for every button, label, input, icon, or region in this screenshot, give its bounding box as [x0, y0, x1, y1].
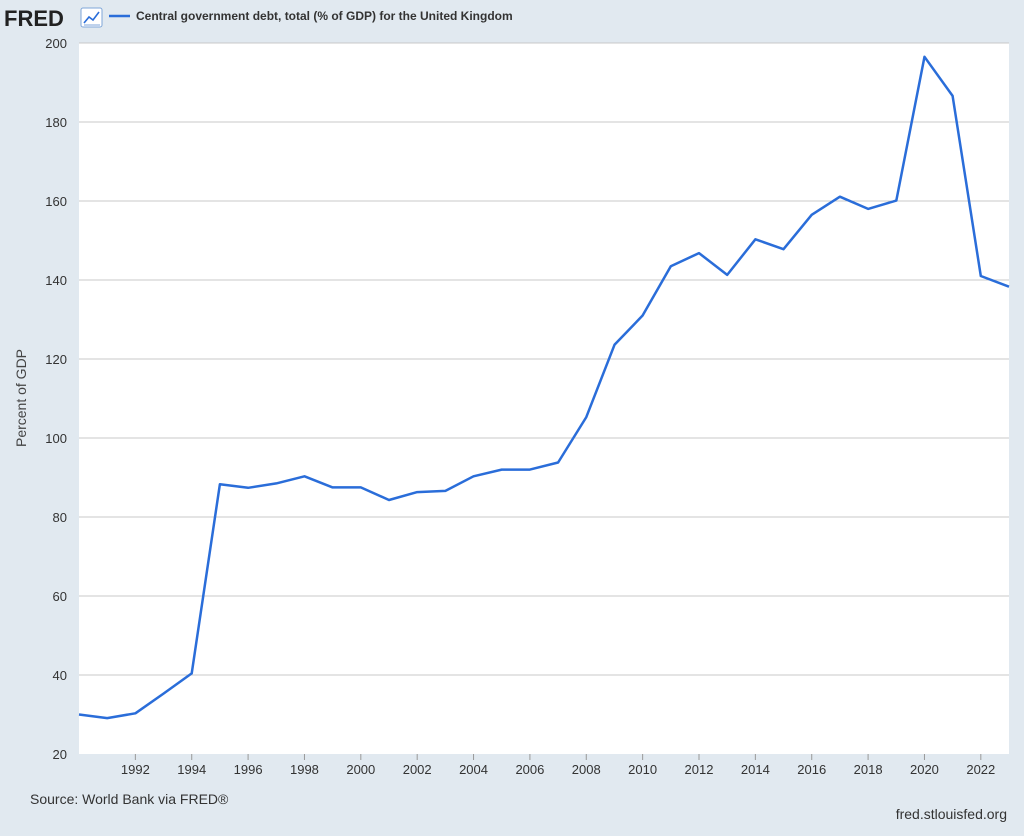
data-point[interactable]: [527, 467, 533, 473]
data-point[interactable]: [499, 467, 505, 473]
data-point[interactable]: [273, 480, 279, 486]
data-point[interactable]: [414, 489, 420, 495]
data-point[interactable]: [921, 54, 927, 60]
data-point[interactable]: [1006, 284, 1012, 290]
data-point[interactable]: [386, 497, 392, 503]
data-point[interactable]: [752, 236, 758, 242]
data-point[interactable]: [132, 710, 138, 716]
x-tick-label: 2018: [854, 762, 883, 777]
data-point[interactable]: [809, 212, 815, 218]
source-note: Source: World Bank via FRED®: [30, 791, 229, 807]
legend: Central government debt, total (% of GDP…: [109, 9, 513, 23]
data-point[interactable]: [301, 473, 307, 479]
data-point[interactable]: [865, 206, 871, 212]
y-tick-label: 200: [45, 36, 67, 51]
data-point[interactable]: [104, 715, 110, 721]
data-point[interactable]: [837, 194, 843, 200]
data-point[interactable]: [583, 414, 589, 420]
data-point[interactable]: [640, 313, 646, 319]
x-tick-label: 2014: [741, 762, 770, 777]
fred-logo-text: FRED: [4, 6, 64, 31]
y-tick-label: 120: [45, 352, 67, 367]
y-axis-ticks: 20 40 60 80 100 120 140 160 180 200: [45, 36, 67, 762]
data-point[interactable]: [330, 484, 336, 490]
x-tick-label: 1994: [177, 762, 206, 777]
y-tick-label: 100: [45, 431, 67, 446]
x-tick-label: 2022: [966, 762, 995, 777]
data-point[interactable]: [893, 198, 899, 204]
x-tick-label: 2004: [459, 762, 488, 777]
x-tick-label: 2002: [403, 762, 432, 777]
fred-logo[interactable]: FRED: [4, 6, 103, 31]
plot-area: [79, 43, 1009, 754]
x-tick-label: 2016: [797, 762, 826, 777]
y-axis-label: Percent of GDP: [13, 349, 29, 447]
y-tick-label: 80: [53, 510, 67, 525]
data-point[interactable]: [611, 342, 617, 348]
data-point[interactable]: [161, 691, 167, 697]
data-point[interactable]: [978, 273, 984, 279]
data-point[interactable]: [217, 481, 223, 487]
x-tick-label: 1992: [121, 762, 150, 777]
line-chart-icon: [80, 7, 103, 28]
site-url-link[interactable]: fred.stlouisfed.org: [896, 806, 1007, 822]
data-point[interactable]: [696, 250, 702, 256]
data-point[interactable]: [189, 670, 195, 676]
data-point[interactable]: [358, 484, 364, 490]
y-tick-label: 60: [53, 589, 67, 604]
x-tick-label: 2012: [685, 762, 714, 777]
data-point[interactable]: [76, 712, 82, 718]
y-tick-label: 40: [53, 668, 67, 683]
y-tick-label: 180: [45, 115, 67, 130]
x-tick-label: 2000: [346, 762, 375, 777]
data-point[interactable]: [471, 473, 477, 479]
data-point[interactable]: [668, 263, 674, 269]
x-tick-label: 1998: [290, 762, 319, 777]
grid-lines: [79, 42, 1009, 676]
x-tick-label: 2020: [910, 762, 939, 777]
x-tick-label: 2010: [628, 762, 657, 777]
data-point[interactable]: [245, 485, 251, 491]
series-layer: [76, 54, 1012, 721]
y-tick-label: 20: [53, 747, 67, 762]
y-tick-label: 140: [45, 273, 67, 288]
data-point[interactable]: [555, 459, 561, 465]
data-point[interactable]: [442, 488, 448, 494]
y-tick-label: 160: [45, 194, 67, 209]
x-tick-label: 2008: [572, 762, 601, 777]
series-line: [78, 55, 1010, 720]
x-tick-label: 1996: [234, 762, 263, 777]
legend-label: Central government debt, total (% of GDP…: [136, 9, 513, 23]
x-axis-ticks: 1992 1994 1996 1998 2000 2002 2004 2006 2008 2010…: [121, 754, 995, 777]
data-point[interactable]: [724, 272, 730, 278]
data-point[interactable]: [950, 93, 956, 99]
x-tick-label: 2006: [515, 762, 544, 777]
data-point[interactable]: [781, 246, 787, 252]
